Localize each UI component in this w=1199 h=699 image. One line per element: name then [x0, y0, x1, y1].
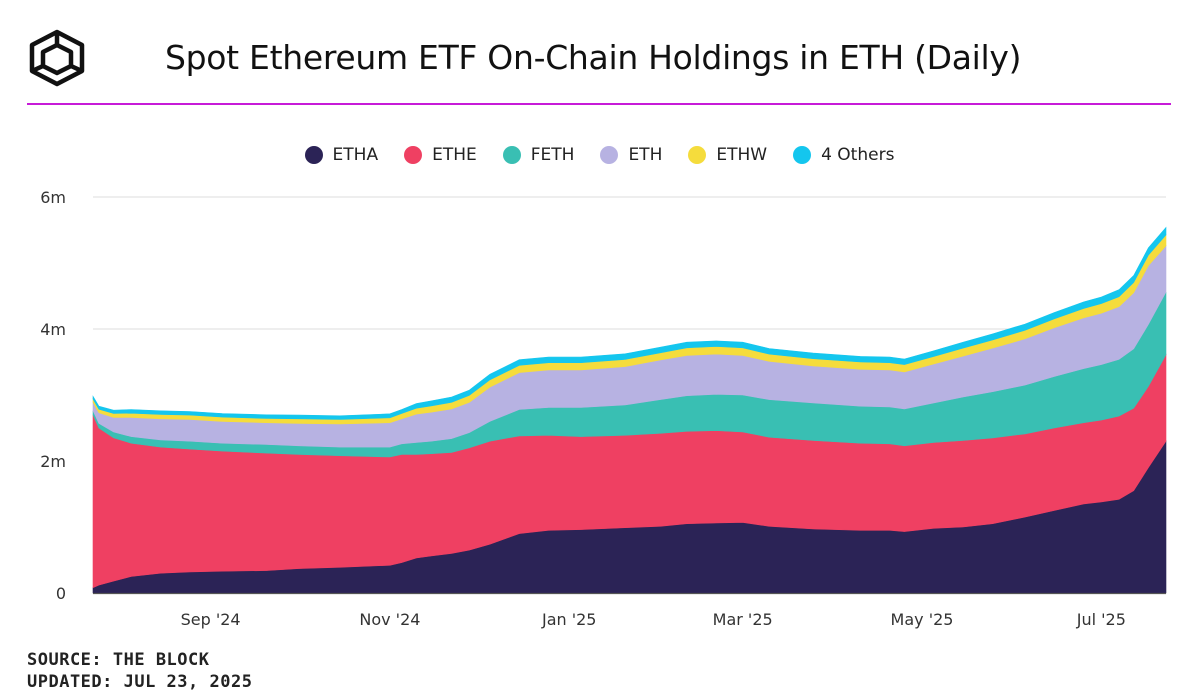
chart-legend: ETHA ETHE FETH ETH ETHW 4 Others — [0, 142, 1199, 168]
legend-swatch — [688, 146, 707, 164]
x-tick-label: May '25 — [891, 610, 954, 629]
y-tick-label: 2m — [40, 452, 66, 471]
y-tick-label: 6m — [40, 188, 66, 207]
x-tick-label: Sep '24 — [181, 610, 241, 629]
legend-label: FETH — [530, 145, 575, 165]
stacked-area-chart: 0 2m 4m 6m Sep '24 Nov '24 Jan '25 Mar '25 May '… — [40, 188, 1167, 629]
source-label: SOURCE: THE BLOCK — [27, 650, 210, 670]
legend-item: FETH — [502, 145, 575, 165]
legend-swatch — [404, 146, 423, 164]
the-block-cube-logo-icon — [29, 29, 85, 87]
legend-item: ETHA — [304, 145, 379, 165]
x-tick-label: Nov '24 — [359, 610, 420, 629]
x-tick-label: Jan '25 — [541, 610, 597, 629]
legend-label: ETH — [628, 145, 663, 165]
x-tick-label: Mar '25 — [713, 610, 773, 629]
y-tick-label: 0 — [56, 584, 66, 603]
legend-swatch — [502, 146, 521, 164]
chart-title: Spot Ethereum ETF On-Chain Holdings in E… — [165, 38, 1022, 77]
legend-swatch — [304, 146, 323, 164]
legend-item: ETHE — [404, 145, 477, 165]
legend-item: 4 Others — [793, 145, 894, 165]
legend-label: ETHE — [432, 145, 477, 165]
legend-label: ETHW — [716, 145, 768, 165]
chart-header: Spot Ethereum ETF On-Chain Holdings in E… — [0, 0, 1199, 106]
legend-label: ETHA — [332, 145, 379, 165]
y-tick-label: 4m — [40, 320, 66, 339]
chart-footer: SOURCE: THE BLOCK UPDATED: JUL 23, 2025 — [27, 649, 252, 693]
x-tick-label: Jul '25 — [1076, 610, 1126, 629]
updated-label: UPDATED: JUL 23, 2025 — [27, 672, 253, 692]
legend-item: ETHW — [688, 145, 767, 165]
legend-swatch — [793, 146, 812, 164]
title-divider — [27, 103, 1171, 105]
legend-label: 4 Others — [821, 145, 895, 165]
legend-item: ETH — [600, 145, 662, 165]
area-4-others — [92, 226, 1167, 420]
legend-swatch — [600, 146, 619, 164]
